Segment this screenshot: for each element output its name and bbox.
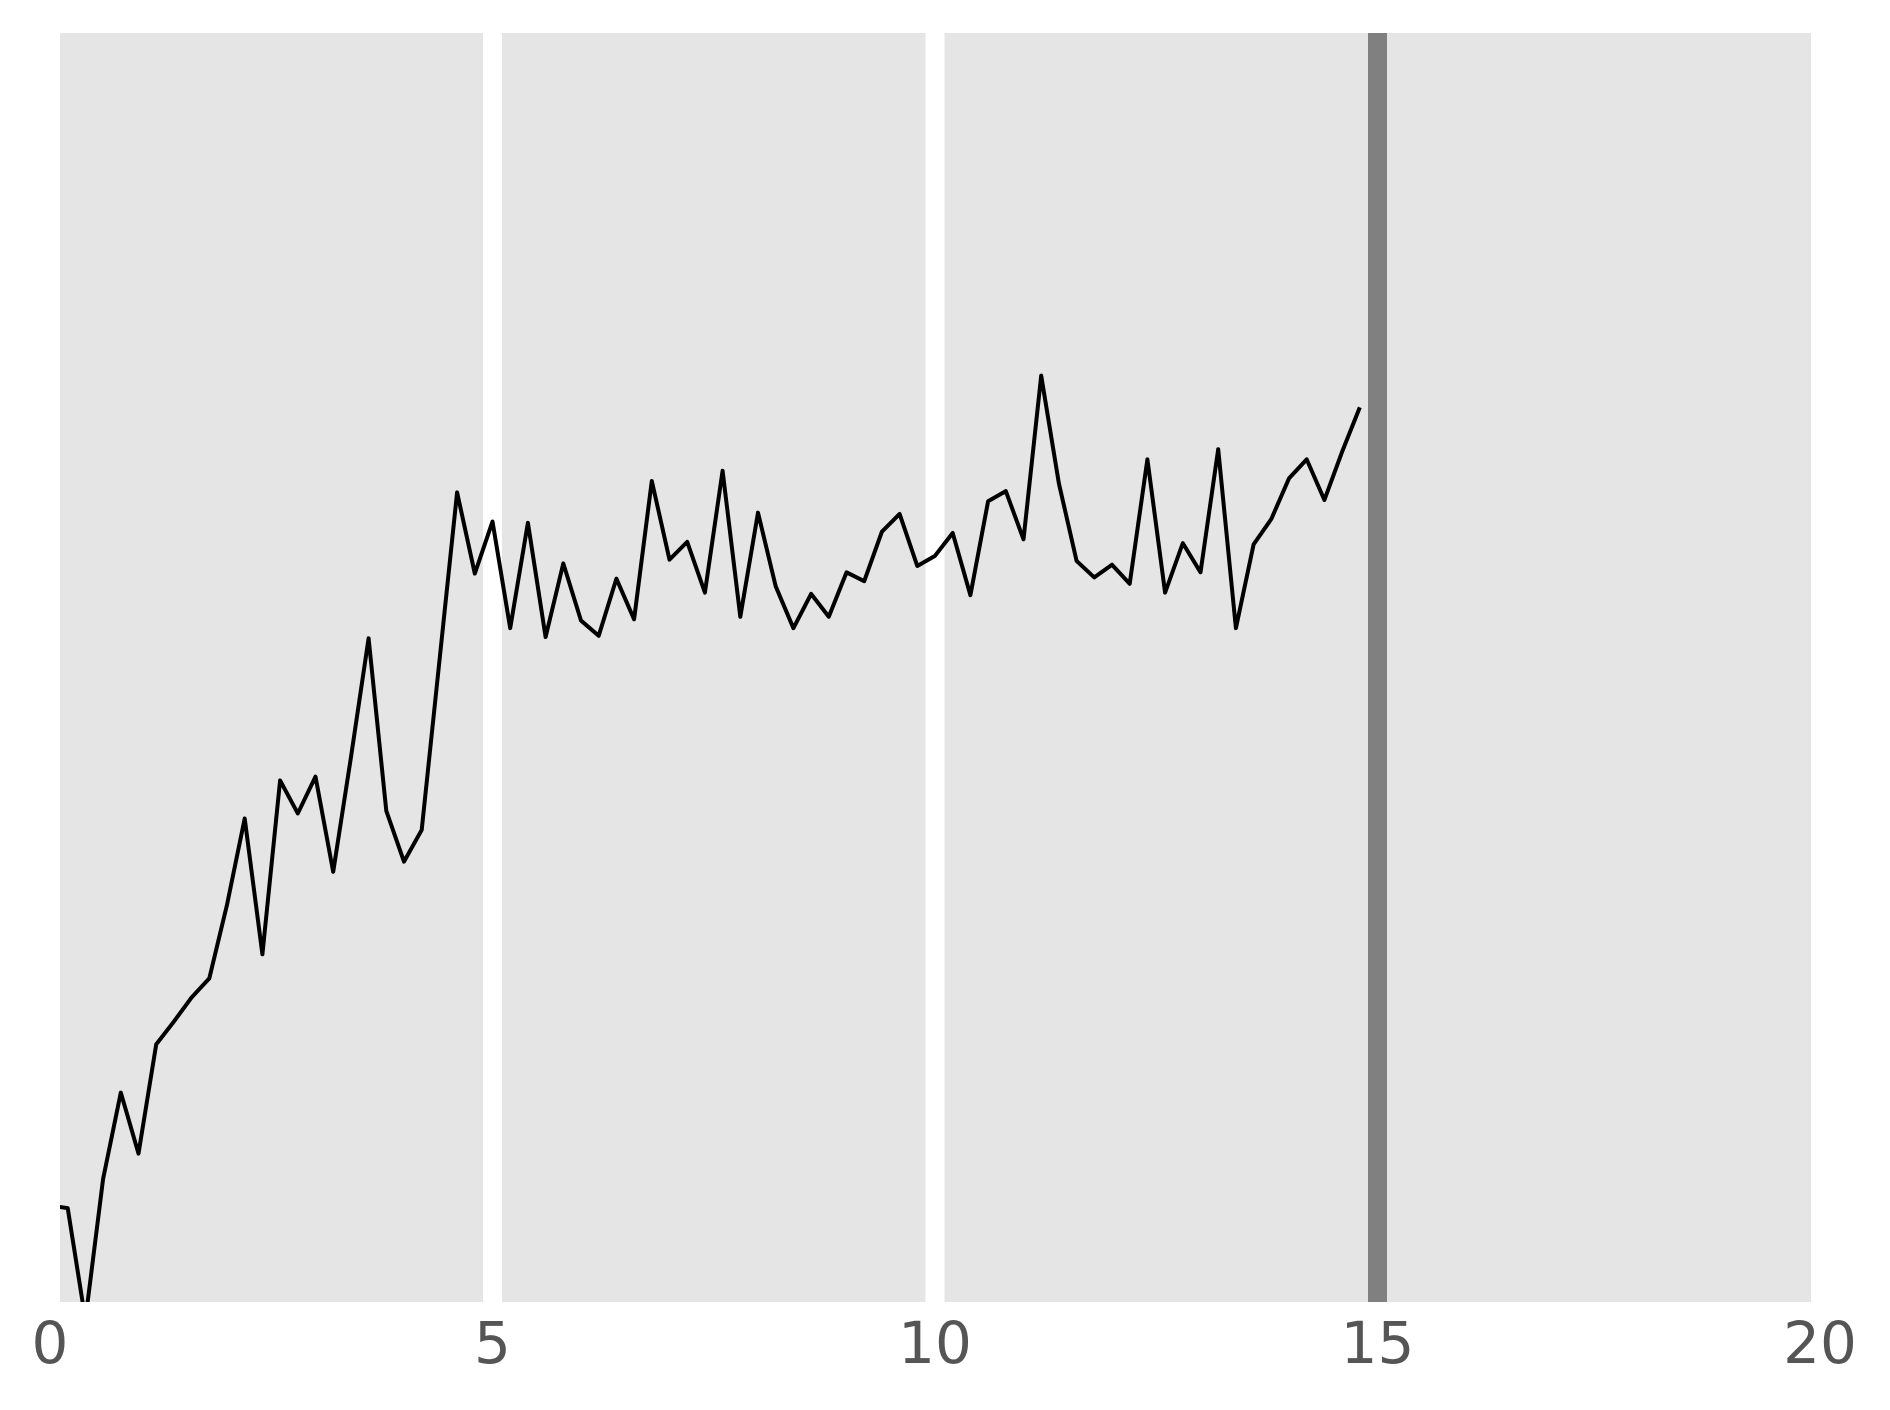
line [60, 373, 1362, 1302]
x-tick-label: 5 [474, 1309, 511, 1377]
x-tick-label: 0 [32, 1309, 69, 1377]
x-tick-label: 10 [898, 1309, 972, 1377]
x-tick-label: 20 [1783, 1309, 1857, 1377]
x-tick-label: 15 [1341, 1309, 1415, 1377]
plot-area [60, 373, 1362, 1302]
